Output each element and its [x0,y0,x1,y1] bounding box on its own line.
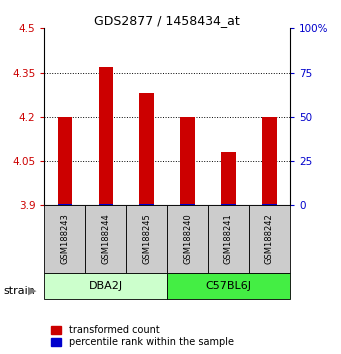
Bar [262,204,277,205]
Bar [249,205,290,273]
Bar [221,204,236,205]
Legend: transformed count, percentile rank within the sample: transformed count, percentile rank withi… [49,323,236,349]
Bar [208,205,249,273]
Text: GSM188244: GSM188244 [101,213,110,264]
Bar [180,204,195,205]
Bar [44,205,85,273]
Text: ▶: ▶ [28,286,36,296]
Text: GSM188245: GSM188245 [142,213,151,264]
Bar [99,67,113,205]
Title: GDS2877 / 1458434_at: GDS2877 / 1458434_at [94,14,240,27]
Text: strain: strain [3,286,35,296]
Bar [139,93,154,205]
Text: C57BL6J: C57BL6J [206,281,251,291]
Bar [167,273,290,299]
Text: GSM188241: GSM188241 [224,213,233,264]
Bar [99,204,113,205]
Text: GSM188242: GSM188242 [265,213,274,264]
Bar [58,117,72,205]
Bar [262,117,277,205]
Text: GSM188240: GSM188240 [183,213,192,264]
Bar [221,152,236,205]
Text: GSM188243: GSM188243 [60,213,69,264]
Bar [85,205,126,273]
Text: DBA2J: DBA2J [89,281,123,291]
Bar [180,117,195,205]
Bar [167,205,208,273]
Bar [126,205,167,273]
Bar [44,273,167,299]
Bar [139,204,154,205]
Bar [58,204,72,205]
